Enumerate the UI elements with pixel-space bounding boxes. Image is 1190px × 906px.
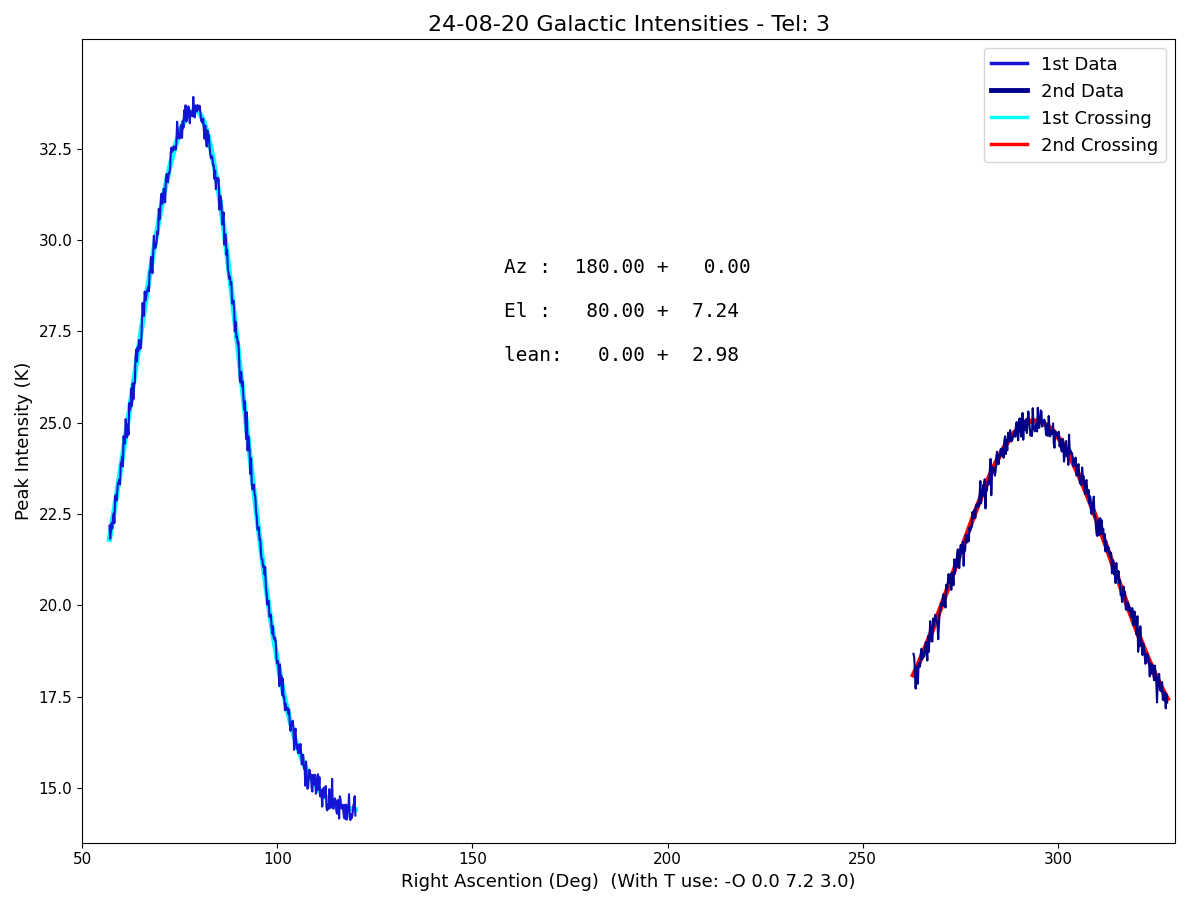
2nd Data: [1150, 697, 1164, 708]
Line: 1st Data: 1st Data: [109, 97, 356, 820]
2nd Crossing: [937, 593, 951, 604]
1st Data: [349, 810, 363, 821]
2nd Crossing: [1007, 428, 1021, 439]
1st Crossing: [102, 534, 117, 545]
2nd Data: [1159, 703, 1173, 714]
2nd Data: [973, 498, 988, 509]
2nd Crossing: [1027, 416, 1041, 427]
2nd Data: [1160, 698, 1175, 708]
1st Crossing: [200, 128, 214, 139]
1st Data: [234, 367, 249, 378]
1st Crossing: [282, 710, 296, 721]
2nd Crossing: [1066, 458, 1081, 469]
2nd Data: [1057, 456, 1071, 467]
1st Data: [346, 801, 361, 812]
1st Crossing: [257, 573, 271, 583]
Legend: 1st Data, 2nd Data, 1st Crossing, 2nd Crossing: 1st Data, 2nd Data, 1st Crossing, 2nd Cr…: [984, 48, 1166, 162]
2nd Data: [907, 649, 921, 660]
2nd Data: [1031, 402, 1045, 413]
1st Crossing: [132, 339, 146, 350]
2nd Crossing: [1091, 519, 1106, 530]
Line: 1st Crossing: 1st Crossing: [109, 111, 356, 810]
1st Data: [343, 814, 357, 825]
2nd Crossing: [907, 670, 921, 680]
2nd Crossing: [1160, 693, 1175, 704]
Y-axis label: Peak Intensity (K): Peak Intensity (K): [15, 361, 33, 520]
X-axis label: Right Ascention (Deg)  (With T use: -O 0.0 7.2 3.0): Right Ascention (Deg) (With T use: -O 0.…: [401, 873, 856, 891]
2nd Data: [1157, 695, 1171, 706]
2nd Data: [1042, 422, 1057, 433]
1st Crossing: [349, 805, 363, 815]
1st Data: [338, 814, 352, 824]
2nd Crossing: [1090, 516, 1104, 526]
2nd Data: [1023, 430, 1038, 441]
1st Data: [186, 92, 200, 102]
Line: 2nd Crossing: 2nd Crossing: [914, 421, 1167, 699]
1st Crossing: [182, 108, 196, 119]
1st Data: [102, 520, 117, 531]
2nd Crossing: [989, 457, 1003, 467]
1st Data: [249, 491, 263, 502]
1st Data: [217, 207, 231, 217]
Line: 2nd Data: 2nd Data: [914, 408, 1167, 708]
1st Crossing: [188, 105, 202, 116]
1st Data: [168, 142, 182, 153]
Text: Az :  180.00 +   0.00

El :   80.00 +  7.24

lean:   0.00 +  2.98: Az : 180.00 + 0.00 El : 80.00 + 7.24 lea…: [503, 258, 751, 365]
Title: 24-08-20 Galactic Intensities - Tel: 3: 24-08-20 Galactic Intensities - Tel: 3: [427, 15, 829, 35]
1st Crossing: [281, 706, 295, 717]
